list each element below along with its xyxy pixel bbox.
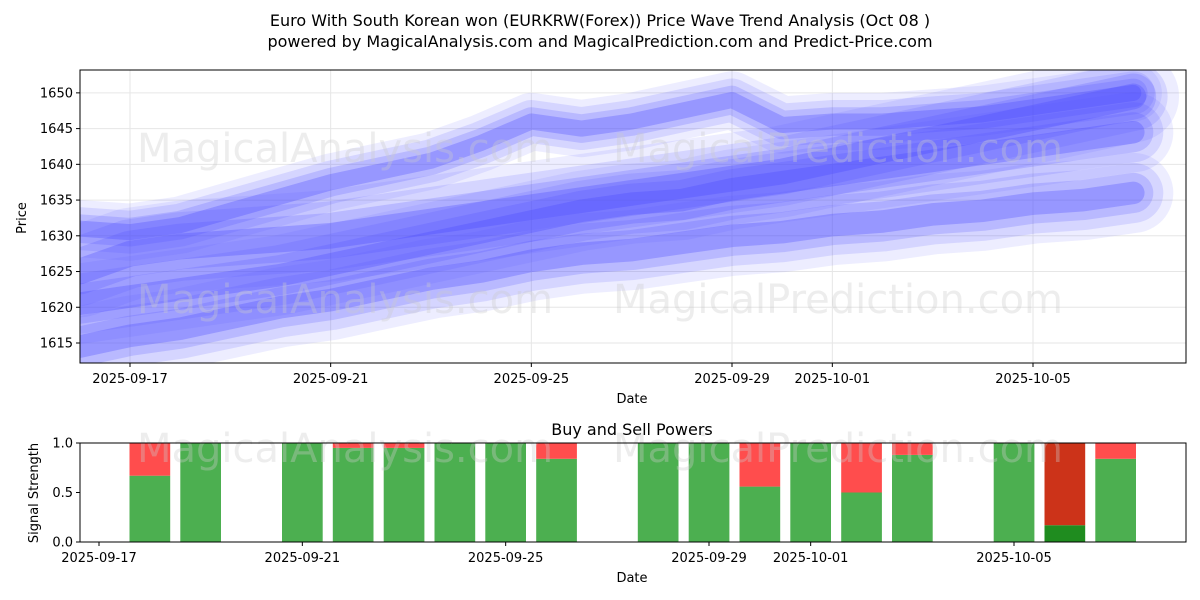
sell-bar xyxy=(383,443,425,448)
wave-light-wave-layer-1 xyxy=(80,70,1168,306)
x-tick-label: 2025-10-01 xyxy=(773,551,849,566)
sell-bar xyxy=(536,443,577,459)
price-plot-area xyxy=(80,70,1186,363)
buy-bar xyxy=(993,443,1035,542)
buy-sell-watermarks: MagicalAnalysis.com MagicalPrediction.co… xyxy=(137,426,1063,472)
sell-bar xyxy=(1044,443,1086,526)
watermark-prediction: MagicalPrediction.com xyxy=(613,277,1063,323)
chart-title: Euro With South Korean won (EURKRW(Forex… xyxy=(270,11,930,30)
wave-upper-wave-layer-1 xyxy=(80,71,1155,254)
x-tick-label: 2025-09-25 xyxy=(494,372,570,387)
x-tick-label: 2025-09-17 xyxy=(92,372,168,387)
x-tick-label: 2025-09-17 xyxy=(61,551,137,566)
buy-sell-x-label: Date xyxy=(616,571,647,586)
buy-bar xyxy=(1095,458,1136,542)
y-tick-label: 1645 xyxy=(40,122,73,137)
wave-mid-wave-layer-0 xyxy=(80,92,1174,344)
sell-bar xyxy=(332,443,374,448)
wave-lower-wave-layer-0 xyxy=(80,152,1174,363)
y-tick-label: 1640 xyxy=(40,158,73,173)
y-tick-label: 1615 xyxy=(40,336,73,351)
x-tick-label: 2025-09-21 xyxy=(265,551,341,566)
wave-light-wave-layer-0 xyxy=(80,70,1180,318)
x-tick-label: 2025-09-25 xyxy=(468,551,544,566)
price-y-axis: 1615 1620 1625 1630 1635 1640 1645 1650 xyxy=(40,86,80,351)
y-tick-label: 1625 xyxy=(40,265,73,280)
y-tick-label: 1635 xyxy=(40,194,73,209)
watermark-analysis: MagicalAnalysis.com xyxy=(137,426,553,472)
x-tick-label: 2025-10-01 xyxy=(795,372,871,387)
y-tick-label: 0.5 xyxy=(52,486,73,501)
buy-sell-title: Buy and Sell Powers xyxy=(551,420,713,439)
watermark-prediction: MagicalPrediction.com xyxy=(613,126,1063,172)
price-waves xyxy=(80,70,1180,363)
price-watermarks: MagicalAnalysis.com MagicalPrediction.co… xyxy=(137,126,1063,323)
chart-subtitle: powered by MagicalAnalysis.com and Magic… xyxy=(267,32,932,51)
price-plot-frame xyxy=(79,69,1187,364)
buy-bar xyxy=(637,443,679,542)
buy-bar xyxy=(1044,525,1086,542)
buy-bar xyxy=(739,486,781,542)
x-tick-label: 2025-09-29 xyxy=(671,551,747,566)
y-tick-label: 1650 xyxy=(40,86,73,101)
wave-upper-wave-layer-0 xyxy=(80,70,1162,261)
buy-bar xyxy=(485,443,526,542)
y-tick-label: 1630 xyxy=(40,229,73,244)
buy-bar xyxy=(180,443,221,542)
x-tick-label: 2025-09-21 xyxy=(293,372,369,387)
price-grid xyxy=(80,70,1186,363)
x-tick-label: 2025-10-05 xyxy=(995,372,1071,387)
y-tick-label: 1620 xyxy=(40,301,73,316)
watermark-analysis: MagicalAnalysis.com xyxy=(137,277,553,323)
buy-sell-y-label: Signal Strength xyxy=(27,443,42,543)
sell-bar xyxy=(841,443,882,493)
wave-mid-wave-layer-1 xyxy=(80,102,1164,334)
x-tick-label: 2025-09-29 xyxy=(694,372,770,387)
wave-lower-wave-layer-3 xyxy=(80,181,1145,358)
sell-bar xyxy=(129,443,171,476)
x-tick-label: 2025-10-05 xyxy=(976,551,1052,566)
sell-bar xyxy=(892,443,933,455)
wave-upper-wave-layer-3 xyxy=(80,84,1142,241)
buy-bar xyxy=(841,492,882,542)
wave-lower-wave-layer-2 xyxy=(80,172,1154,363)
buy-bar xyxy=(434,443,476,542)
watermark-analysis: MagicalAnalysis.com xyxy=(137,126,553,172)
buy-sell-x-axis: 2025-09-17 2025-09-21 2025-09-25 2025-09-29… xyxy=(61,542,1052,566)
y-tick-label: 1.0 xyxy=(52,437,73,452)
wave-lower-wave-layer-1 xyxy=(80,162,1164,363)
y-tick-label: 0.0 xyxy=(52,536,73,551)
price-y-label: Price xyxy=(15,202,30,234)
buy-bar xyxy=(688,443,730,542)
wave-light-wave-layer-2 xyxy=(80,73,1157,295)
buy-bar xyxy=(790,443,831,542)
buy-sell-chart: Buy and Sell Powers MagicalAnalysis.com … xyxy=(27,420,1187,586)
buy-bar xyxy=(282,443,323,542)
wave-mid-wave-layer-2 xyxy=(80,112,1154,324)
wave-light-wave-layer-3 xyxy=(80,83,1147,285)
buy-bar xyxy=(383,447,425,542)
buy-sell-bars xyxy=(129,443,1136,542)
wave-upper-wave-layer-2 xyxy=(80,78,1148,247)
wave-mid-wave-layer-3 xyxy=(80,120,1145,315)
buy-bar xyxy=(536,458,577,542)
price-wave-chart: MagicalAnalysis.com MagicalPrediction.co… xyxy=(15,69,1187,407)
sell-bar xyxy=(1095,443,1136,459)
sell-bar xyxy=(739,443,781,487)
buy-bar xyxy=(332,447,374,542)
watermark-prediction: MagicalPrediction.com xyxy=(613,426,1063,472)
buy-bar xyxy=(129,475,171,542)
buy-bar xyxy=(892,454,933,542)
buy-sell-y-axis: 0.0 0.5 1.0 xyxy=(52,437,80,551)
price-x-label: Date xyxy=(616,392,647,407)
price-x-axis: 2025-09-17 2025-09-21 2025-09-25 2025-09-29… xyxy=(92,363,1071,387)
